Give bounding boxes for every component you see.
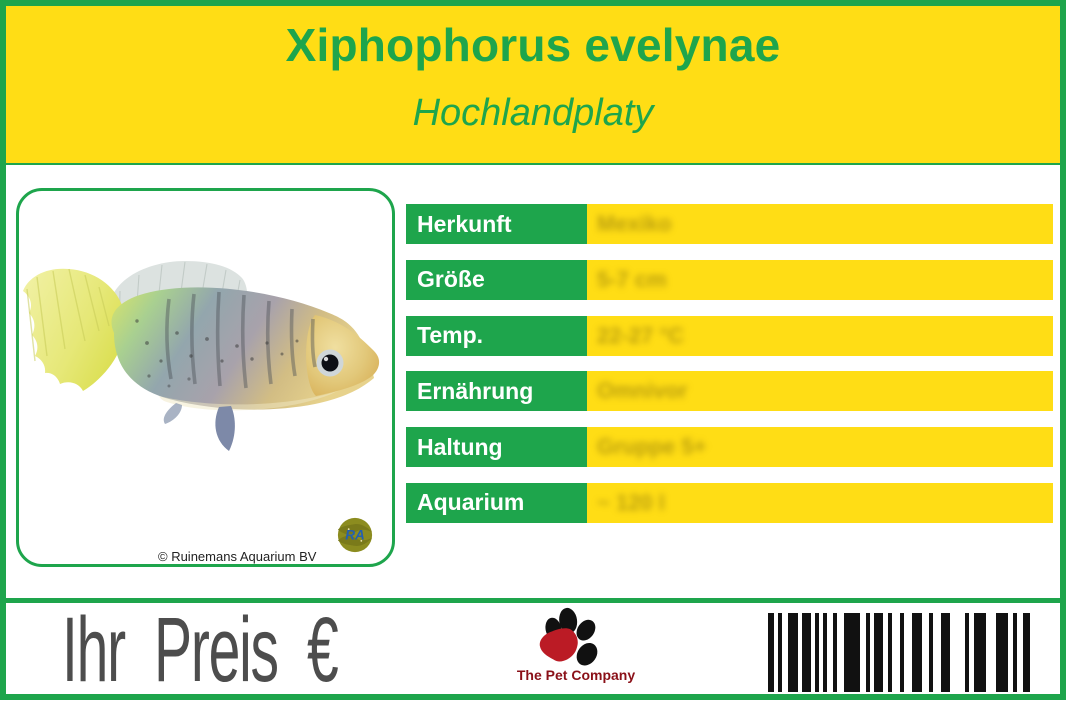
svg-text:RA: RA [345, 528, 365, 543]
